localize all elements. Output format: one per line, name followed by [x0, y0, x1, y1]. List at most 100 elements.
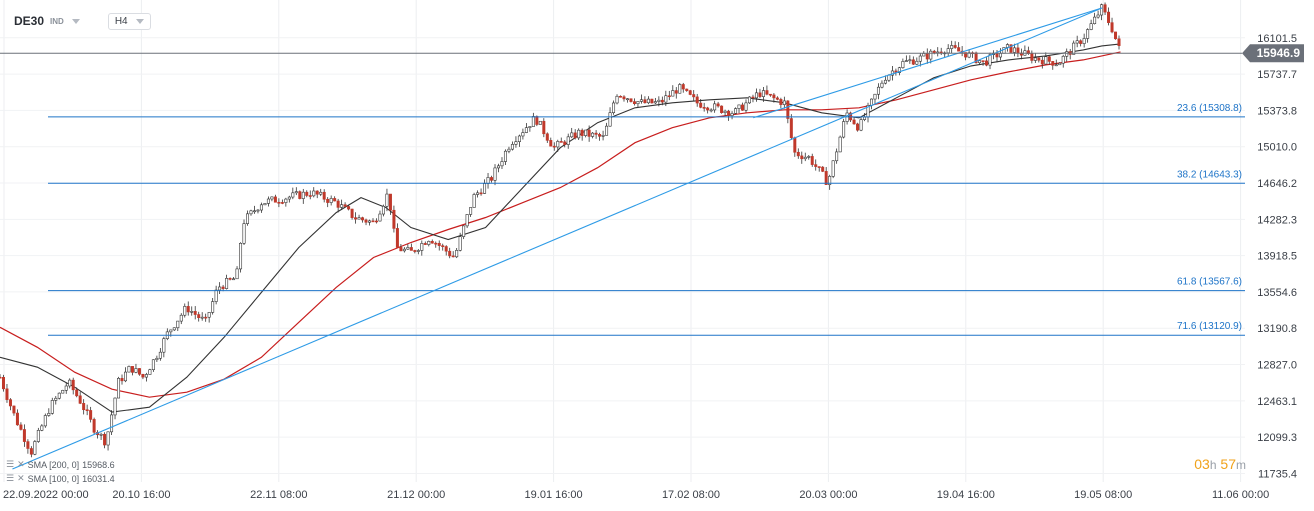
candle-body — [204, 316, 208, 319]
candle-body — [158, 351, 162, 359]
candle-body — [256, 209, 260, 212]
symbol-label[interactable]: DE30 — [14, 14, 45, 28]
candle-body — [1040, 59, 1044, 65]
candle-body — [465, 214, 469, 227]
candle-body — [22, 429, 26, 442]
y-tick-label: 12827.0 — [1257, 360, 1297, 372]
candle-body — [660, 99, 664, 103]
symbol-dropdown-icon[interactable] — [71, 18, 80, 24]
candle-body — [305, 191, 309, 196]
candle-body — [92, 419, 96, 433]
close-icon[interactable]: ✕ — [17, 473, 25, 483]
candle-body — [528, 126, 532, 128]
candle-body — [186, 306, 190, 313]
y-axis: 16101.5 15737.7 15373.8 15010.0 14646.2 14282… — [1257, 33, 1297, 481]
candle-body — [737, 104, 741, 109]
candle-body — [103, 433, 107, 446]
candle-body — [734, 108, 738, 114]
candle-body — [563, 141, 567, 145]
candle-body — [908, 59, 912, 62]
candle-body — [985, 60, 989, 66]
list-icon[interactable]: ☰ — [6, 459, 15, 469]
fib-levels[interactable]: 23.6 (15308.8) 38.2 (14643.3) 61.8 (13567.… — [48, 103, 1245, 336]
candle-body — [911, 59, 915, 65]
candle-body — [225, 278, 229, 289]
candle-body — [36, 430, 40, 442]
candle-body — [472, 194, 476, 208]
candle-body — [807, 156, 811, 158]
candle-body — [284, 198, 288, 203]
candle-body — [591, 132, 595, 137]
candle-body — [946, 48, 950, 54]
candle-body — [71, 379, 75, 391]
y-tick-label: 15010.0 — [1257, 142, 1297, 154]
candle-body — [887, 74, 891, 81]
candle-body — [646, 98, 650, 104]
trend-line-upper — [753, 7, 1102, 119]
candle-body — [1012, 47, 1016, 53]
y-tick-label: 13190.8 — [1257, 323, 1297, 335]
candle-body — [12, 405, 16, 414]
x-tick-label: 20.10 16:00 — [112, 489, 170, 501]
candle-body — [294, 191, 298, 194]
candle-body — [207, 312, 211, 318]
candle-body — [957, 47, 961, 52]
candle-body — [235, 268, 239, 280]
candle-body — [249, 210, 253, 215]
candle-body — [340, 204, 344, 208]
candle-body — [29, 448, 33, 455]
legend-value: 16031.4 — [82, 473, 115, 484]
candle-body — [507, 148, 511, 152]
candle-body — [211, 301, 215, 313]
candle-body — [744, 102, 748, 111]
timeframe-select[interactable]: H4 — [107, 12, 151, 30]
candle-body — [388, 193, 392, 211]
candle-body — [1093, 16, 1097, 25]
candle-body — [786, 100, 790, 119]
candle-body — [1075, 40, 1079, 44]
candle-body — [406, 247, 410, 250]
candle-body — [517, 135, 521, 142]
candle-body — [1100, 4, 1104, 16]
candle-body — [423, 243, 427, 245]
candle-body — [650, 98, 654, 104]
candle-body — [197, 314, 201, 318]
candle-body — [308, 195, 312, 197]
candle-body — [120, 378, 124, 382]
close-icon[interactable]: ✕ — [17, 459, 25, 469]
candle-body — [615, 95, 619, 104]
candle-body — [437, 242, 441, 246]
candle-body — [521, 132, 525, 137]
candle-body — [793, 137, 797, 153]
candle-body — [619, 95, 623, 98]
legend-sma-100[interactable]: ☰ ✕ SMA [100, 0] 16031.4 — [6, 473, 115, 484]
candles — [0, 2, 1121, 458]
candle-body — [545, 133, 549, 141]
candle-body — [978, 60, 982, 64]
candle-body — [1103, 4, 1107, 13]
candle-body — [89, 410, 93, 420]
candle-body — [904, 60, 908, 62]
candle-body — [612, 102, 616, 113]
candle-body — [1107, 11, 1111, 23]
legend-sma-200[interactable]: ☰ ✕ SMA [200, 0] 15968.6 — [6, 459, 115, 470]
countdown-hours-unit: h — [1209, 458, 1217, 472]
candle-body — [688, 90, 692, 95]
candle-body — [259, 204, 263, 211]
candle-body — [378, 213, 382, 222]
candle-body — [566, 136, 570, 145]
candle-body — [632, 101, 636, 105]
candle-body — [486, 177, 490, 184]
candle-body — [535, 116, 539, 125]
candle-body — [371, 220, 375, 223]
candle-body — [50, 400, 54, 414]
trend-lines[interactable] — [12, 7, 1103, 470]
candle-body — [880, 82, 884, 88]
candle-body — [842, 121, 846, 138]
candle-body — [336, 200, 340, 208]
list-icon[interactable]: ☰ — [6, 473, 15, 483]
y-tick-label: 14646.2 — [1257, 178, 1297, 190]
y-tick-label: 11735.4 — [1258, 468, 1297, 480]
candle-body — [483, 183, 487, 194]
